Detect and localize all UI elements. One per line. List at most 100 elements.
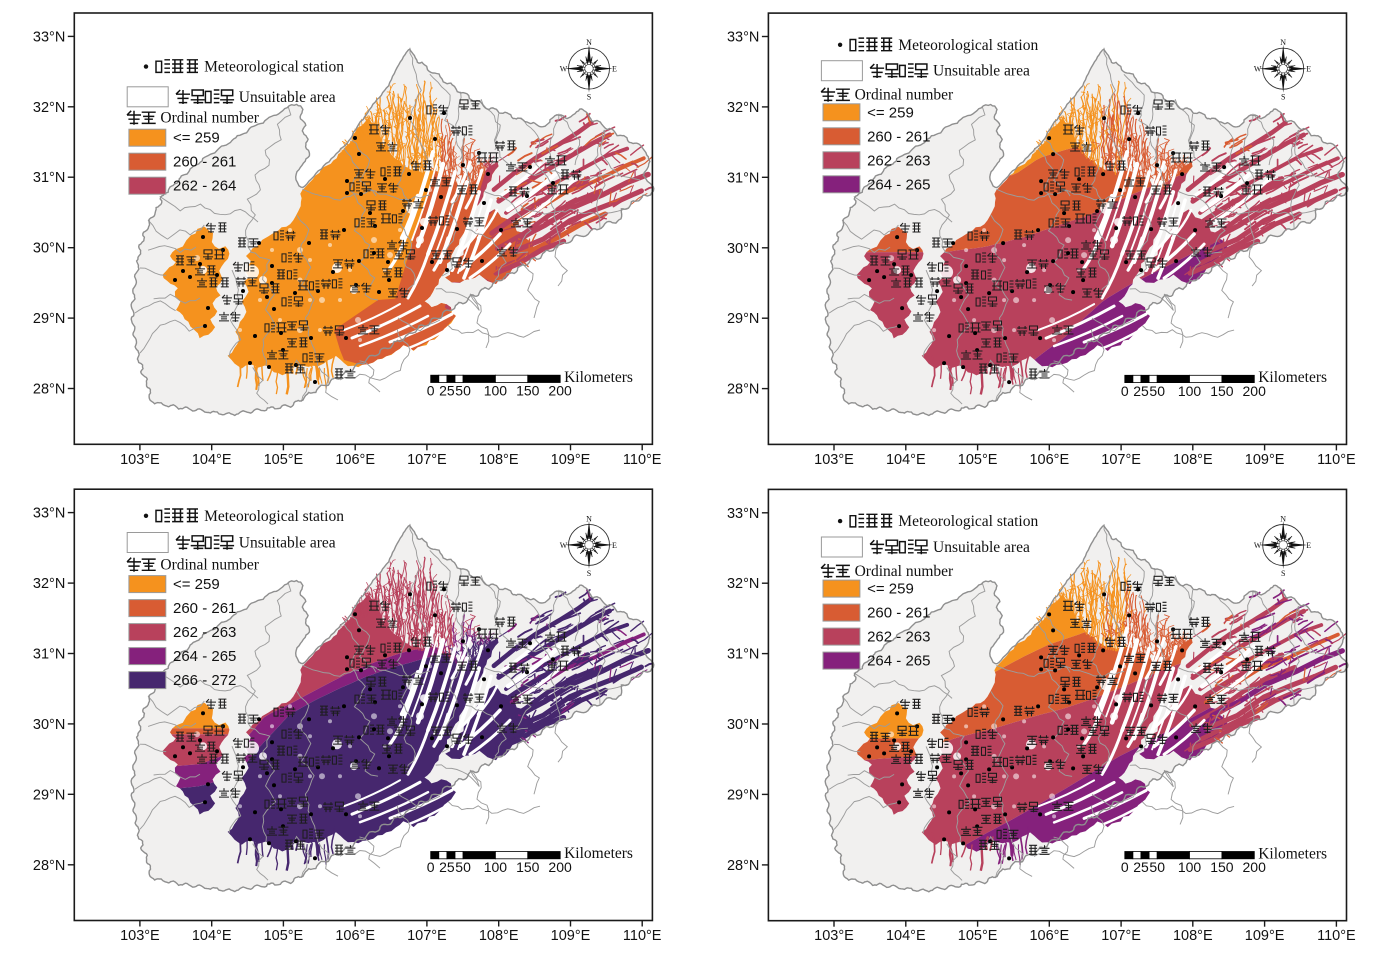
svg-text:S: S [1281, 569, 1285, 578]
svg-text:260 - 261: 260 - 261 [867, 128, 930, 145]
svg-text:110°E: 110°E [623, 928, 662, 944]
svg-text:<= 259: <= 259 [867, 104, 914, 121]
svg-text:105°E: 105°E [958, 928, 998, 944]
svg-text:264 - 265: 264 - 265 [173, 648, 236, 665]
svg-text:107°E: 107°E [1101, 452, 1141, 468]
svg-text:25: 25 [1133, 383, 1149, 399]
svg-text:200: 200 [1243, 383, 1267, 399]
svg-text:104°E: 104°E [886, 928, 926, 944]
svg-text:200: 200 [1243, 859, 1267, 875]
svg-text:104°E: 104°E [886, 452, 926, 468]
svg-text:33°N: 33°N [727, 30, 759, 46]
svg-text:103°E: 103°E [120, 452, 160, 468]
svg-text:N: N [1280, 515, 1286, 524]
svg-text:50: 50 [1149, 859, 1165, 875]
svg-text:109°E: 109°E [1245, 452, 1285, 468]
svg-text:W: W [1254, 65, 1262, 74]
svg-text:264 - 265: 264 - 265 [867, 176, 930, 193]
svg-text:32°N: 32°N [33, 576, 65, 592]
svg-text:0: 0 [1121, 859, 1129, 875]
svg-text:100: 100 [484, 383, 508, 399]
svg-text:106°E: 106°E [335, 928, 375, 944]
svg-text:106°E: 106°E [335, 452, 375, 468]
svg-text:110°E: 110°E [623, 452, 662, 468]
svg-text:105°E: 105°E [264, 928, 304, 944]
svg-text:108°E: 108°E [1173, 928, 1213, 944]
svg-text:109°E: 109°E [551, 928, 591, 944]
svg-text:Unsuitable area: Unsuitable area [239, 89, 336, 106]
svg-text:110°E: 110°E [1317, 452, 1356, 468]
svg-text:32°N: 32°N [727, 100, 759, 116]
svg-text:106°E: 106°E [1029, 452, 1069, 468]
svg-text:0: 0 [427, 859, 435, 875]
svg-text:32°N: 32°N [727, 576, 759, 592]
svg-text:100: 100 [484, 859, 508, 875]
svg-text:109°E: 109°E [551, 452, 591, 468]
svg-text:32°N: 32°N [33, 100, 65, 116]
svg-text:33°N: 33°N [33, 506, 65, 522]
svg-text:103°E: 103°E [814, 928, 854, 944]
svg-text:105°E: 105°E [264, 452, 304, 468]
svg-text:262 - 263: 262 - 263 [867, 152, 930, 169]
svg-text:150: 150 [516, 859, 540, 875]
svg-text:107°E: 107°E [407, 928, 447, 944]
svg-text:260 - 261: 260 - 261 [867, 605, 930, 622]
svg-text:Ordinal number: Ordinal number [855, 563, 954, 580]
svg-text:103°E: 103°E [814, 452, 854, 468]
svg-text:29°N: 29°N [33, 787, 65, 803]
svg-text:200: 200 [548, 859, 572, 875]
svg-text:Unsuitable area: Unsuitable area [933, 63, 1030, 80]
svg-text:28°N: 28°N [727, 858, 759, 874]
svg-text:Meteorological station: Meteorological station [898, 37, 1038, 54]
svg-text:S: S [587, 93, 591, 102]
svg-text:100: 100 [1178, 383, 1202, 399]
svg-text:104°E: 104°E [192, 452, 232, 468]
svg-text:S: S [587, 569, 591, 578]
svg-text:28°N: 28°N [33, 858, 65, 874]
svg-text:E: E [612, 65, 617, 74]
svg-text:107°E: 107°E [1101, 928, 1141, 944]
svg-text:Kilometers: Kilometers [564, 845, 633, 862]
svg-text:260 - 261: 260 - 261 [173, 154, 236, 171]
svg-text:30°N: 30°N [33, 717, 65, 733]
svg-text:29°N: 29°N [727, 787, 759, 803]
svg-text:Ordinal number: Ordinal number [855, 87, 954, 104]
svg-text:150: 150 [1210, 859, 1234, 875]
svg-text:N: N [1280, 38, 1286, 47]
svg-text:150: 150 [1210, 383, 1234, 399]
svg-text:108°E: 108°E [479, 452, 519, 468]
svg-text:109°E: 109°E [1245, 928, 1285, 944]
svg-text:262 - 264: 262 - 264 [173, 178, 236, 195]
svg-text:W: W [560, 541, 568, 550]
svg-text:29°N: 29°N [33, 311, 65, 327]
svg-text:0: 0 [1121, 383, 1129, 399]
svg-text:110°E: 110°E [1317, 928, 1356, 944]
svg-text:<= 259: <= 259 [173, 130, 220, 147]
svg-text:104°E: 104°E [192, 928, 232, 944]
svg-text:31°N: 31°N [727, 170, 759, 186]
svg-text:103°E: 103°E [120, 928, 160, 944]
svg-text:150: 150 [516, 383, 540, 399]
svg-text:106°E: 106°E [1029, 928, 1069, 944]
svg-text:E: E [1306, 65, 1311, 74]
svg-text:25: 25 [439, 383, 455, 399]
svg-text:28°N: 28°N [33, 382, 65, 398]
svg-text:29°N: 29°N [727, 311, 759, 327]
svg-text:200: 200 [548, 383, 572, 399]
svg-text:107°E: 107°E [407, 452, 447, 468]
svg-text:105°E: 105°E [958, 452, 998, 468]
svg-text:25: 25 [1133, 859, 1149, 875]
svg-text:S: S [1281, 93, 1285, 102]
svg-text:100: 100 [1178, 859, 1202, 875]
svg-text:0: 0 [427, 383, 435, 399]
svg-text:31°N: 31°N [33, 647, 65, 663]
svg-text:N: N [586, 38, 592, 47]
svg-text:50: 50 [455, 859, 471, 875]
svg-text:33°N: 33°N [727, 506, 759, 522]
svg-text:E: E [1306, 541, 1311, 550]
svg-text:<= 259: <= 259 [867, 581, 914, 598]
svg-text:28°N: 28°N [727, 382, 759, 398]
svg-text:108°E: 108°E [479, 928, 519, 944]
svg-text:50: 50 [455, 383, 471, 399]
svg-text:31°N: 31°N [727, 647, 759, 663]
